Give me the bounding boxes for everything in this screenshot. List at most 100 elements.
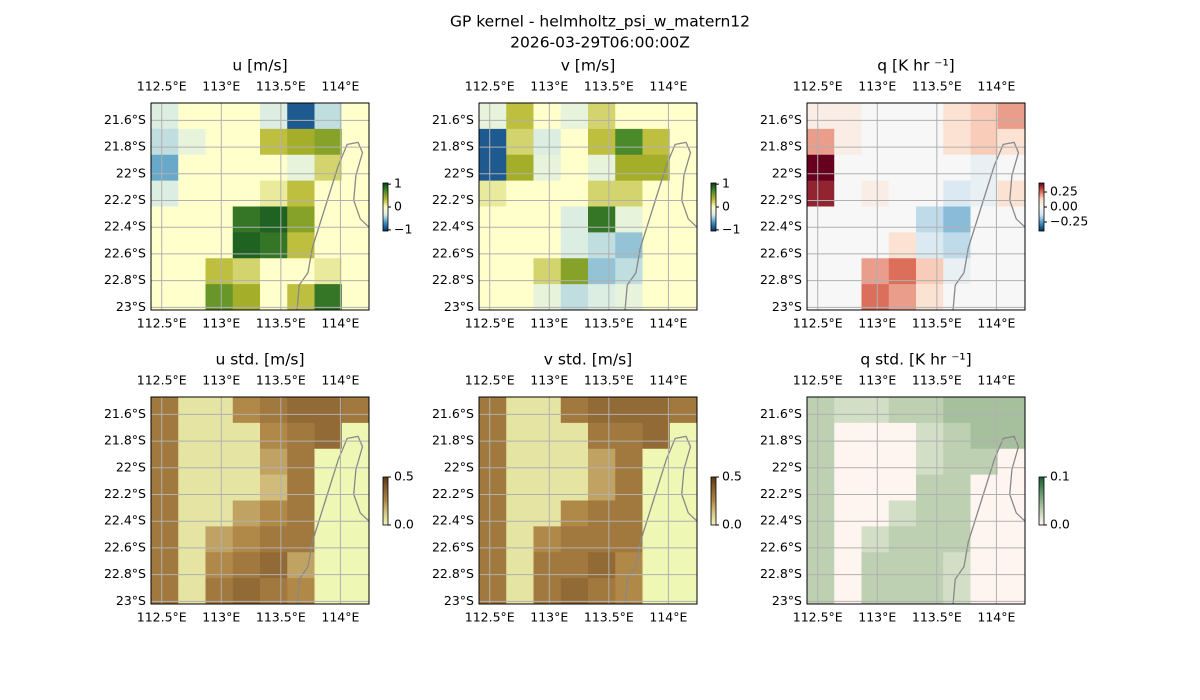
cell	[506, 206, 534, 233]
x-tick-label-top: 114°E	[649, 373, 687, 388]
y-tick-label: 22.4°S	[104, 513, 146, 528]
cell	[669, 128, 698, 156]
cell	[916, 128, 944, 156]
cell	[997, 206, 1026, 233]
cell	[615, 422, 643, 450]
cell	[807, 128, 835, 156]
y-tick-label: 22.8°S	[432, 566, 474, 581]
cell	[861, 422, 890, 450]
cell	[888, 474, 917, 501]
cell	[151, 232, 179, 259]
x-tick-label: 113°E	[202, 610, 240, 625]
cell	[533, 422, 562, 450]
cell	[341, 128, 370, 156]
cell	[287, 103, 315, 130]
cell	[916, 500, 944, 527]
y-tick-label: 22.2°S	[104, 192, 146, 207]
cell	[669, 578, 698, 605]
cell	[151, 128, 179, 156]
panel-title: v std. [m/s]	[544, 351, 632, 369]
y-tick-label: 22.6°S	[432, 539, 474, 554]
cell	[861, 103, 890, 130]
cell	[943, 448, 971, 476]
cell	[232, 284, 261, 311]
cell	[588, 474, 616, 501]
cell	[888, 206, 917, 233]
axes-frame	[150, 102, 370, 311]
axes-frame	[478, 396, 698, 605]
cell	[232, 180, 261, 207]
x-tick-label: 112.5°E	[793, 610, 843, 625]
cell	[314, 128, 343, 156]
cell	[533, 103, 562, 130]
cell	[560, 578, 589, 605]
cell	[861, 128, 890, 156]
cell	[178, 232, 206, 259]
map-panel	[478, 396, 698, 605]
cell	[151, 526, 179, 553]
cell	[861, 232, 890, 259]
cell	[861, 154, 890, 182]
cell	[533, 474, 562, 501]
cell	[916, 422, 944, 450]
cell	[807, 180, 835, 207]
cell	[205, 500, 234, 527]
cell	[560, 474, 589, 501]
cell	[888, 397, 917, 424]
y-tick-label: 22.4°S	[760, 219, 802, 234]
cell	[205, 422, 234, 450]
cell	[834, 474, 862, 501]
cell	[943, 103, 971, 130]
cell	[669, 500, 698, 527]
x-tick-label: 113.5°E	[256, 610, 306, 625]
cell	[260, 474, 288, 501]
x-tick-label-top: 112.5°E	[465, 373, 515, 388]
cell	[506, 397, 534, 424]
cell	[232, 206, 261, 233]
cell	[970, 474, 999, 501]
cell	[807, 284, 835, 311]
x-tick-label-top: 113.5°E	[584, 79, 634, 94]
y-tick-label: 23°S	[772, 299, 802, 314]
x-tick-label: 112.5°E	[137, 610, 187, 625]
cell	[861, 397, 890, 424]
x-tick-label: 114°E	[649, 610, 687, 625]
cell	[205, 206, 234, 233]
cell	[151, 154, 179, 182]
cell	[888, 526, 917, 553]
cell	[970, 397, 999, 424]
x-tick-label-top: 114°E	[977, 79, 1015, 94]
y-tick-label: 21.6°S	[760, 112, 802, 127]
cell	[506, 154, 534, 182]
cell	[807, 154, 835, 182]
x-tick-label: 113.5°E	[912, 610, 962, 625]
cell	[341, 206, 370, 233]
cell	[615, 284, 643, 311]
cell	[888, 500, 917, 527]
cell	[560, 284, 589, 311]
x-tick-label: 112.5°E	[465, 610, 515, 625]
cell	[834, 154, 862, 182]
colorbar-tick-label: 0.25	[1050, 184, 1078, 199]
x-tick-label-top: 114°E	[977, 373, 1015, 388]
cell	[888, 232, 917, 259]
colorbar-tick-label: −0.25	[1050, 214, 1088, 229]
x-tick-label: 113°E	[202, 316, 240, 331]
cell	[807, 206, 835, 233]
cell	[341, 500, 370, 527]
x-tick-label-top: 112.5°E	[137, 373, 187, 388]
cell	[588, 232, 616, 259]
cell	[834, 232, 862, 259]
cell	[232, 474, 261, 501]
cell	[260, 232, 288, 259]
cell	[287, 128, 315, 156]
cell	[479, 180, 507, 207]
cell	[642, 180, 671, 207]
cell	[314, 474, 343, 501]
cell	[232, 397, 261, 424]
cell	[178, 103, 206, 130]
cell	[560, 232, 589, 259]
cell	[642, 284, 671, 311]
x-tick-label-top: 112.5°E	[793, 79, 843, 94]
